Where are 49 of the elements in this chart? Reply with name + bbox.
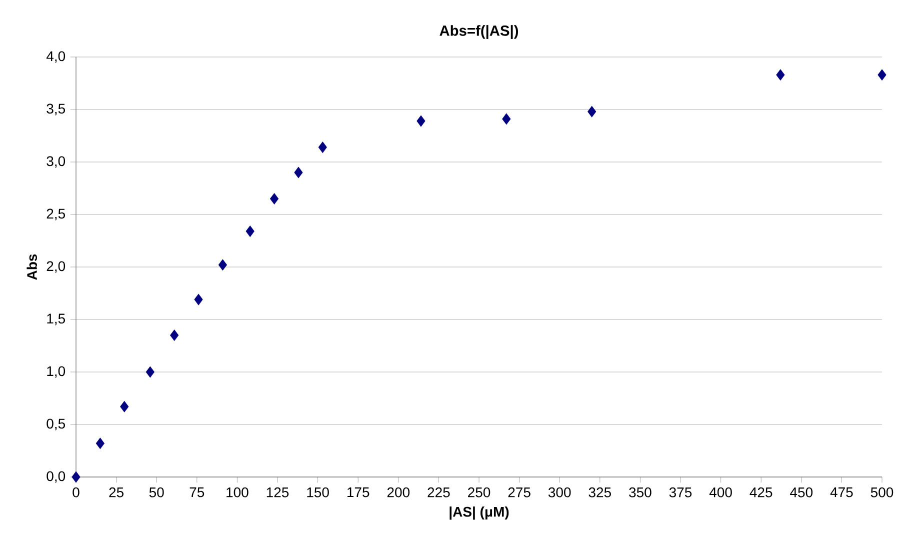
x-tick-label: 75 xyxy=(190,487,204,498)
x-tick-label: 350 xyxy=(629,487,652,498)
x-tick-label: 25 xyxy=(109,487,124,498)
y-tick-label: 4,0 xyxy=(46,51,66,63)
x-tick-label: 425 xyxy=(750,487,772,498)
x-tick-label: 200 xyxy=(387,487,410,498)
point xyxy=(146,366,154,378)
point xyxy=(502,113,511,125)
y-tick-label: 2,0 xyxy=(46,261,66,273)
point xyxy=(170,330,179,341)
y-axis-title: Abs xyxy=(26,254,37,280)
x-axis-title: |AS| (μM) xyxy=(450,506,509,520)
x-tick-label: 175 xyxy=(347,487,370,498)
y-tick-label: 1,5 xyxy=(47,314,66,326)
point xyxy=(294,166,303,178)
point xyxy=(776,69,785,80)
x-tick-label: 150 xyxy=(307,487,329,498)
x-tick-label: 250 xyxy=(468,487,490,498)
x-tick-label: 125 xyxy=(266,487,289,498)
point xyxy=(72,471,80,483)
x-tick-label: 275 xyxy=(508,487,530,498)
x-tick-label: 375 xyxy=(669,487,692,498)
x-tick-label: 325 xyxy=(588,487,611,498)
x-tick-label: 50 xyxy=(149,487,164,498)
x-tick-label: 225 xyxy=(428,487,450,498)
y-tick-label: 3,5 xyxy=(46,104,66,116)
x-tick-label: 100 xyxy=(226,487,248,498)
point xyxy=(218,259,227,270)
x-tick-label: 400 xyxy=(709,487,732,498)
y-tick-label: 0,0 xyxy=(46,471,66,483)
point xyxy=(878,69,886,80)
y-tick-label: 2,5 xyxy=(46,208,66,220)
x-tick-label: 475 xyxy=(830,487,853,498)
point xyxy=(270,193,279,204)
point xyxy=(194,294,203,306)
y-tick-label: 1,0 xyxy=(47,366,66,378)
y-tick-label: 0,5 xyxy=(46,418,66,430)
point xyxy=(416,115,426,127)
x-tick-label: 500 xyxy=(870,487,894,498)
point xyxy=(96,438,104,449)
point xyxy=(246,226,254,237)
chart-title: Abs=f(|AS|) xyxy=(440,25,518,39)
x-tick-label: 0 xyxy=(72,487,80,498)
x-tick-label: 450 xyxy=(790,487,813,498)
y-tick-label: 3,0 xyxy=(46,156,66,168)
point xyxy=(318,142,327,153)
x-tick-label: 300 xyxy=(548,487,571,498)
point xyxy=(120,401,129,412)
point xyxy=(588,106,596,118)
